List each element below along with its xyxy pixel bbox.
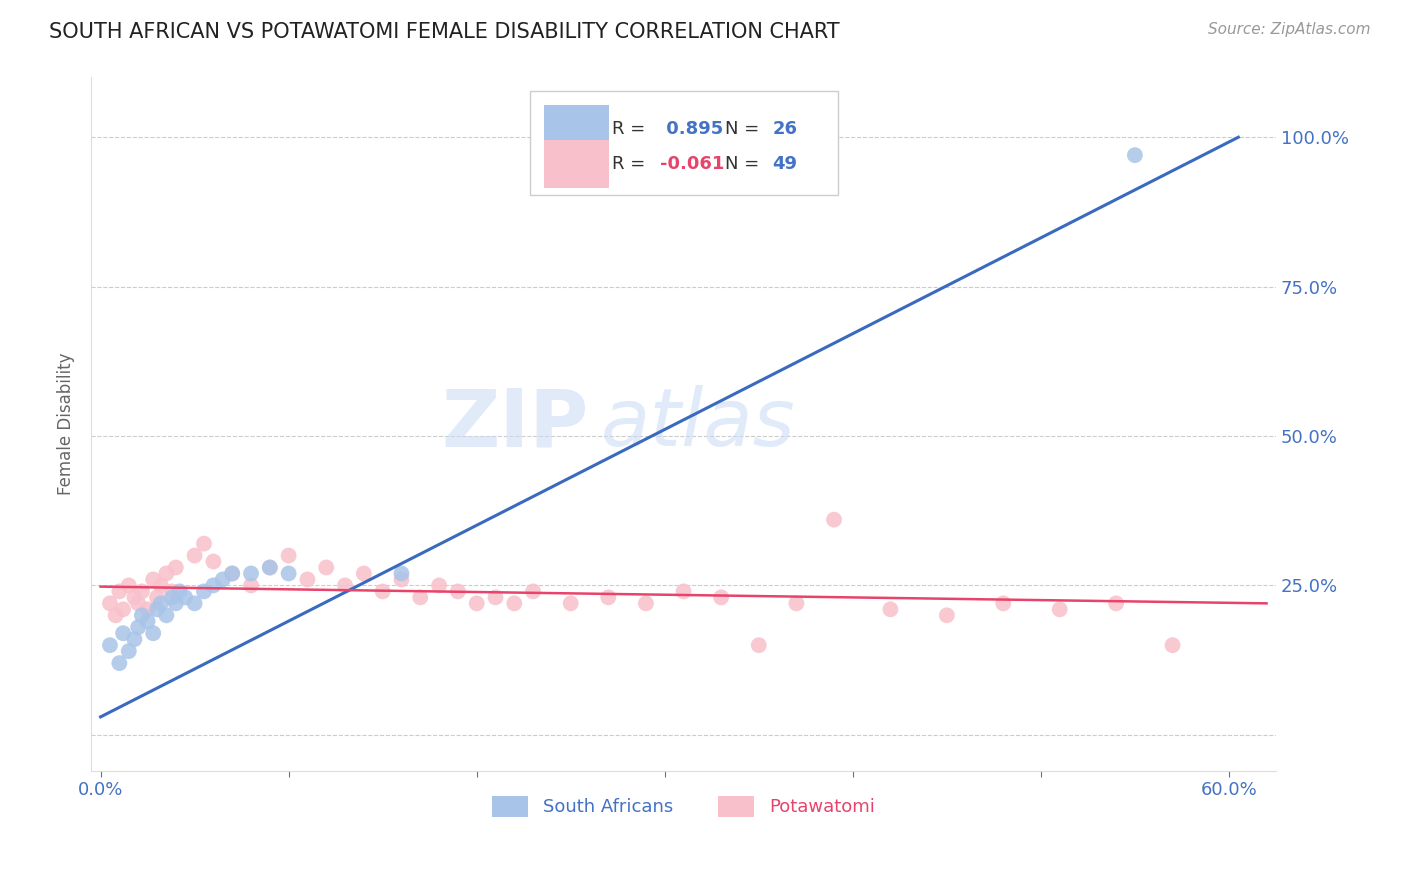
Text: N =: N = — [725, 120, 765, 138]
Point — [427, 578, 450, 592]
Point — [155, 608, 177, 623]
FancyBboxPatch shape — [544, 105, 609, 153]
Point — [598, 591, 620, 605]
Text: 26: 26 — [772, 120, 797, 138]
Text: R =: R = — [613, 120, 651, 138]
Point — [560, 596, 582, 610]
Point — [174, 591, 197, 605]
Point — [748, 638, 770, 652]
Point — [259, 560, 281, 574]
Point — [146, 591, 169, 605]
Text: 49: 49 — [772, 155, 797, 173]
Point — [104, 608, 127, 623]
Point — [146, 602, 169, 616]
Point — [522, 584, 544, 599]
Point — [98, 596, 121, 610]
Point — [823, 513, 845, 527]
Point — [465, 596, 488, 610]
Point — [124, 591, 146, 605]
Point — [221, 566, 243, 581]
Point — [127, 620, 149, 634]
Point — [391, 573, 413, 587]
Point — [1161, 638, 1184, 652]
Text: atlas: atlas — [600, 385, 796, 463]
Point — [1049, 602, 1071, 616]
Point — [165, 560, 187, 574]
Point — [211, 573, 233, 587]
Point — [221, 566, 243, 581]
Point — [879, 602, 901, 616]
Point — [149, 596, 172, 610]
Point — [391, 566, 413, 581]
Point — [333, 578, 356, 592]
Point — [193, 584, 215, 599]
Point — [710, 591, 733, 605]
Point — [672, 584, 695, 599]
Point — [118, 644, 141, 658]
Point — [155, 566, 177, 581]
Point — [409, 591, 432, 605]
Point — [935, 608, 957, 623]
Point — [160, 584, 183, 599]
Text: 0.895: 0.895 — [659, 120, 723, 138]
Text: N =: N = — [725, 155, 765, 173]
Text: -0.061: -0.061 — [659, 155, 724, 173]
Point — [193, 536, 215, 550]
Point — [136, 615, 159, 629]
FancyBboxPatch shape — [530, 91, 838, 195]
Point — [315, 560, 337, 574]
Point — [371, 584, 394, 599]
Point — [142, 573, 165, 587]
Text: SOUTH AFRICAN VS POTAWATOMI FEMALE DISABILITY CORRELATION CHART: SOUTH AFRICAN VS POTAWATOMI FEMALE DISAB… — [49, 22, 839, 42]
Point — [165, 596, 187, 610]
Point — [136, 602, 159, 616]
Point — [124, 632, 146, 647]
FancyBboxPatch shape — [544, 140, 609, 188]
Point — [1123, 148, 1146, 162]
Point — [112, 602, 135, 616]
Point — [484, 591, 506, 605]
Point — [108, 656, 131, 670]
Point — [634, 596, 657, 610]
Text: Source: ZipAtlas.com: Source: ZipAtlas.com — [1208, 22, 1371, 37]
Point — [127, 596, 149, 610]
Point — [277, 566, 299, 581]
Point — [183, 549, 205, 563]
Point — [169, 584, 191, 599]
Point — [202, 555, 225, 569]
Text: R =: R = — [613, 155, 651, 173]
Point — [785, 596, 807, 610]
Point — [353, 566, 375, 581]
Point — [447, 584, 470, 599]
Point — [108, 584, 131, 599]
Point — [131, 608, 153, 623]
Point — [240, 566, 263, 581]
Point — [183, 596, 205, 610]
Point — [131, 584, 153, 599]
Point — [993, 596, 1015, 610]
Point — [160, 591, 183, 605]
Point — [202, 578, 225, 592]
Text: ZIP: ZIP — [441, 385, 589, 463]
Point — [142, 626, 165, 640]
Point — [98, 638, 121, 652]
Point — [503, 596, 526, 610]
Point — [297, 573, 319, 587]
Legend: South Africans, Potawatomi: South Africans, Potawatomi — [485, 789, 882, 824]
Point — [240, 578, 263, 592]
Point — [277, 549, 299, 563]
Point — [1105, 596, 1128, 610]
Point — [112, 626, 135, 640]
Point — [259, 560, 281, 574]
Y-axis label: Female Disability: Female Disability — [58, 353, 75, 495]
Point — [118, 578, 141, 592]
Point — [149, 578, 172, 592]
